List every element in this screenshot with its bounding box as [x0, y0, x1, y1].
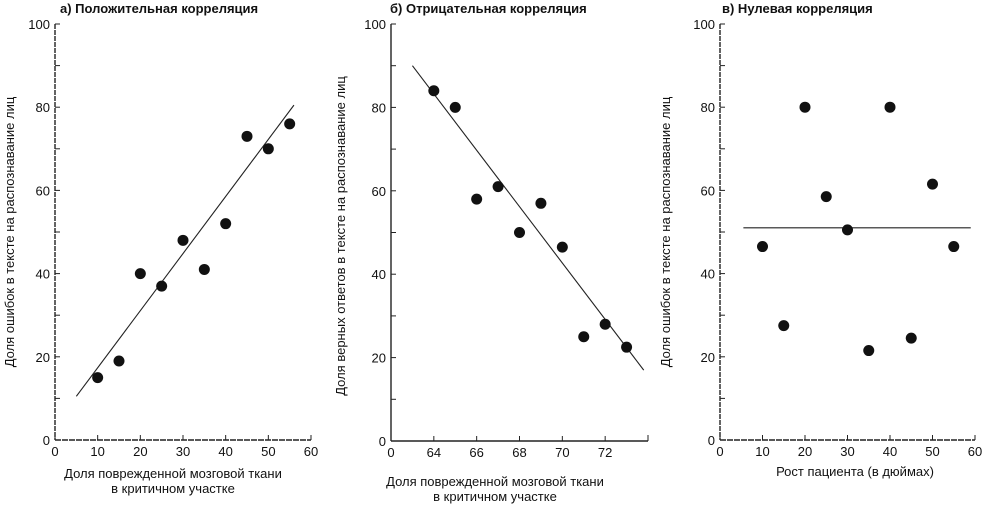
x-axis-label: в критичном участке — [111, 481, 235, 496]
y-axis-label: Доля ошибок в тексте на распознавание ли… — [658, 96, 673, 367]
data-point — [884, 101, 896, 113]
x-tick-label: 60 — [968, 444, 982, 459]
x-tick-label: 64 — [427, 445, 441, 460]
x-tick-label: 30 — [840, 444, 854, 459]
x-tick-label: 50 — [261, 444, 275, 459]
x-tick-label: 20 — [798, 444, 812, 459]
y-tick-label: 80 — [36, 100, 50, 115]
x-tick-label: 10 — [90, 444, 104, 459]
y-tick-label: 100 — [693, 17, 715, 32]
x-tick-label: 66 — [469, 445, 483, 460]
data-point — [492, 181, 504, 193]
data-point — [198, 263, 210, 275]
y-tick-label: 40 — [701, 267, 715, 282]
chart-title: в) Нулевая корреляция — [722, 1, 873, 16]
data-point — [113, 355, 125, 367]
x-tick-label: 0 — [387, 445, 394, 460]
y-tick-label: 60 — [372, 184, 386, 199]
data-point — [927, 178, 938, 190]
data-point — [905, 332, 917, 344]
y-tick-label: 60 — [701, 183, 715, 198]
x-tick-label: 40 — [883, 444, 897, 459]
data-point — [842, 224, 853, 236]
data-point — [621, 341, 633, 353]
y-tick-label: 100 — [364, 17, 386, 32]
y-axis-label: Доля верных ответов в тексте на распозна… — [333, 76, 348, 396]
data-point — [241, 130, 253, 142]
x-tick-label: 72 — [598, 445, 612, 460]
x-tick-label: 40 — [218, 444, 232, 459]
data-point — [428, 85, 440, 97]
panel-1: а) Положительная корреляция 0 20 40 60 80 100 0… — [2, 1, 318, 496]
y-tick-label: 20 — [701, 350, 715, 365]
data-point — [514, 227, 525, 238]
data-point — [284, 118, 296, 130]
x-tick-label: 68 — [512, 445, 526, 460]
chart-title: а) Положительная корреляция — [60, 1, 258, 16]
y-tick-label: 40 — [36, 267, 50, 282]
x-tick-label: 50 — [925, 444, 939, 459]
data-point — [177, 234, 189, 246]
y-tick-label: 40 — [372, 267, 386, 282]
data-point — [220, 218, 232, 230]
y-tick-label: 0 — [708, 433, 715, 448]
x-tick-label: 20 — [133, 444, 147, 459]
y-tick-label: 0 — [379, 434, 386, 449]
x-axis-label: Рост пациента (в дюймах) — [776, 464, 934, 479]
chart-title: б) Отрицательная корреляция — [390, 1, 587, 16]
data-point — [948, 241, 960, 253]
x-axis-label: Доля поврежденной мозговой ткани — [64, 466, 282, 481]
data-point — [134, 268, 146, 280]
data-point — [535, 197, 547, 209]
data-point — [471, 193, 483, 205]
y-tick-label: 100 — [28, 17, 50, 32]
data-point — [820, 191, 832, 203]
data-point — [156, 280, 168, 292]
data-point — [757, 241, 768, 253]
x-tick-label: 10 — [755, 444, 769, 459]
panel-3: в) Нулевая корреляция 0 20 40 60 80 100 0 10 20 30… — [658, 1, 982, 479]
y-tick-label: 60 — [36, 183, 50, 198]
data-point — [556, 241, 568, 253]
data-point — [578, 331, 590, 343]
data-point — [92, 372, 104, 384]
data-point — [863, 345, 875, 357]
y-tick-label: 80 — [372, 100, 386, 115]
x-axis-label: Доля поврежденной мозговой ткани — [386, 474, 604, 489]
data-point — [262, 143, 274, 155]
y-tick-label: 80 — [701, 100, 715, 115]
y-axis-label: Доля ошибок в тексте на распознавание ли… — [2, 96, 17, 367]
data-point — [799, 101, 811, 113]
x-tick-label: 60 — [304, 444, 318, 459]
y-tick-label: 20 — [372, 351, 386, 366]
x-tick-label: 0 — [716, 444, 723, 459]
x-tick-label: 0 — [51, 444, 58, 459]
trend-line — [75, 104, 295, 397]
x-axis-label: в критичном участке — [433, 489, 557, 504]
panel-2: б) Отрицательная корреляция 0 20 40 60 80 100 0… — [333, 1, 649, 504]
x-tick-label: 30 — [176, 444, 190, 459]
y-tick-label: 0 — [43, 433, 50, 448]
data-point — [778, 320, 790, 332]
data-point — [599, 318, 611, 330]
y-tick-label: 20 — [36, 350, 50, 365]
data-point — [449, 101, 461, 113]
x-tick-label: 70 — [555, 445, 569, 460]
